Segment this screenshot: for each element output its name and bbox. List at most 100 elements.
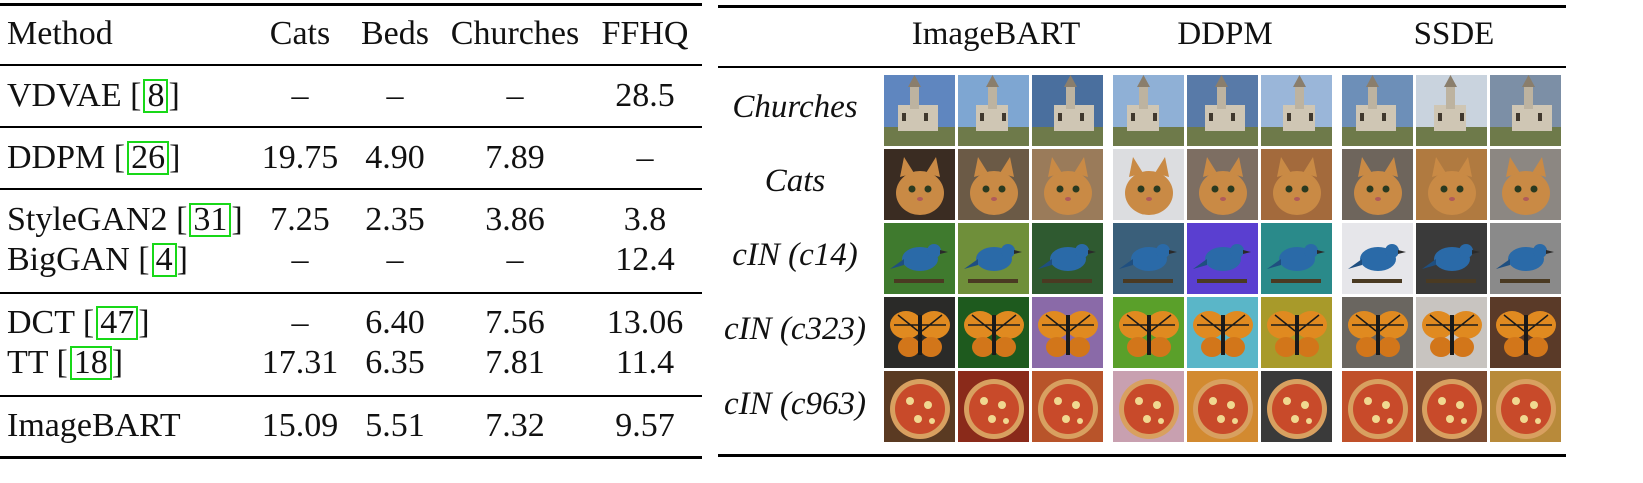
value-ffhq: 3.8 bbox=[623, 201, 667, 238]
table-group-rule bbox=[0, 188, 702, 190]
row-label-cin-c14: cIN (c14) bbox=[732, 237, 858, 273]
value-beds: 2.35 bbox=[365, 201, 425, 238]
sample-image bbox=[1261, 149, 1332, 220]
value-ffhq: 28.5 bbox=[615, 77, 675, 114]
sample-image bbox=[958, 75, 1029, 146]
sample-image bbox=[1490, 223, 1561, 294]
value-beds: 5.51 bbox=[365, 407, 425, 444]
header-cats: Cats bbox=[269, 15, 331, 52]
value-ffhq: 13.06 bbox=[606, 304, 684, 341]
sample-image bbox=[884, 149, 955, 220]
value-beds: 6.40 bbox=[365, 304, 425, 341]
value-ffhq: 12.4 bbox=[615, 241, 675, 278]
row-label-churches: Churches bbox=[732, 89, 858, 125]
row-label-cats: Cats bbox=[764, 163, 826, 199]
sample-image bbox=[1261, 223, 1332, 294]
sample-image bbox=[1032, 297, 1103, 368]
value-cats: 15.09 bbox=[261, 407, 339, 444]
sample-image bbox=[1187, 75, 1258, 146]
sample-image bbox=[1342, 149, 1413, 220]
method-name: BigGAN [4] bbox=[7, 241, 188, 278]
method-name: TT [18] bbox=[7, 344, 124, 381]
value-cats: – bbox=[291, 77, 309, 114]
citation-link[interactable]: 8 bbox=[143, 79, 169, 113]
sample-image bbox=[958, 149, 1029, 220]
sample-image bbox=[1342, 297, 1413, 368]
sample-image bbox=[884, 297, 955, 368]
sample-image bbox=[1490, 371, 1561, 442]
figure-top-rule bbox=[718, 5, 1566, 8]
sample-image bbox=[1113, 75, 1184, 146]
figure-header-rule bbox=[718, 66, 1566, 68]
sample-image bbox=[1342, 371, 1413, 442]
value-beds: 6.35 bbox=[365, 344, 425, 381]
value-ffhq: – bbox=[636, 139, 654, 176]
citation-link[interactable]: 26 bbox=[127, 141, 170, 175]
sample-image bbox=[1113, 371, 1184, 442]
value-churches: 3.86 bbox=[485, 201, 545, 238]
figure-bottom-rule bbox=[718, 454, 1566, 457]
citation-link[interactable]: 47 bbox=[96, 306, 139, 340]
sample-image bbox=[1032, 75, 1103, 146]
column-header-ddpm: DDPM bbox=[1177, 16, 1273, 52]
table-group-rule bbox=[0, 292, 702, 294]
value-beds: – bbox=[386, 241, 404, 278]
sample-image bbox=[884, 371, 955, 442]
sample-image bbox=[1187, 297, 1258, 368]
method-name: ImageBART bbox=[7, 407, 181, 444]
sample-image bbox=[1032, 371, 1103, 442]
value-churches: 7.32 bbox=[485, 407, 545, 444]
sample-image bbox=[1113, 223, 1184, 294]
sample-image bbox=[1113, 149, 1184, 220]
value-cats: 17.31 bbox=[261, 344, 339, 381]
citation-link[interactable]: 31 bbox=[189, 203, 232, 237]
sample-image bbox=[958, 223, 1029, 294]
sample-image bbox=[884, 223, 955, 294]
value-ffhq: 9.57 bbox=[615, 407, 675, 444]
sample-image bbox=[1261, 297, 1332, 368]
value-cats: 19.75 bbox=[261, 139, 339, 176]
sample-image bbox=[884, 75, 955, 146]
value-ffhq: 11.4 bbox=[615, 344, 675, 381]
sample-image bbox=[1490, 149, 1561, 220]
sample-image bbox=[1490, 75, 1561, 146]
row-label-cin-c963: cIN (c963) bbox=[723, 386, 867, 422]
sample-image bbox=[1032, 223, 1103, 294]
sample-image bbox=[958, 371, 1029, 442]
sample-image bbox=[1261, 371, 1332, 442]
sample-image bbox=[1032, 149, 1103, 220]
sample-image bbox=[1490, 297, 1561, 368]
header-churches: Churches bbox=[450, 15, 580, 52]
sample-image bbox=[1416, 149, 1487, 220]
sample-image bbox=[1187, 371, 1258, 442]
row-label-cin-c323: cIN (c323) bbox=[723, 311, 867, 347]
value-churches: 7.56 bbox=[485, 304, 545, 341]
sample-image bbox=[1416, 75, 1487, 146]
citation-link[interactable]: 4 bbox=[151, 243, 177, 277]
header-ffhq: FFHQ bbox=[601, 15, 689, 52]
column-header-imagebart: ImageBART bbox=[911, 16, 1081, 52]
method-name: DDPM [26] bbox=[7, 139, 181, 176]
method-name: VDVAE [8] bbox=[7, 77, 180, 114]
value-churches: – bbox=[506, 77, 524, 114]
value-churches: 7.89 bbox=[485, 139, 545, 176]
table-top-rule bbox=[0, 3, 702, 6]
header-method: Method bbox=[7, 15, 113, 52]
table-group-rule bbox=[0, 126, 702, 128]
value-churches: 7.81 bbox=[485, 344, 545, 381]
sample-image bbox=[1261, 75, 1332, 146]
sample-image bbox=[958, 297, 1029, 368]
citation-link[interactable]: 18 bbox=[69, 346, 112, 380]
value-churches: – bbox=[506, 241, 524, 278]
value-cats: – bbox=[291, 304, 309, 341]
sample-image bbox=[1416, 223, 1487, 294]
sample-image bbox=[1342, 75, 1413, 146]
table-bottom-rule bbox=[0, 456, 702, 459]
column-header-ssde: SSDE bbox=[1413, 16, 1495, 52]
value-cats: 7.25 bbox=[270, 201, 330, 238]
method-name: StyleGAN2 [31] bbox=[7, 201, 243, 238]
table-group-rule bbox=[0, 395, 702, 397]
value-beds: – bbox=[386, 77, 404, 114]
value-cats: – bbox=[291, 241, 309, 278]
sample-image bbox=[1416, 297, 1487, 368]
